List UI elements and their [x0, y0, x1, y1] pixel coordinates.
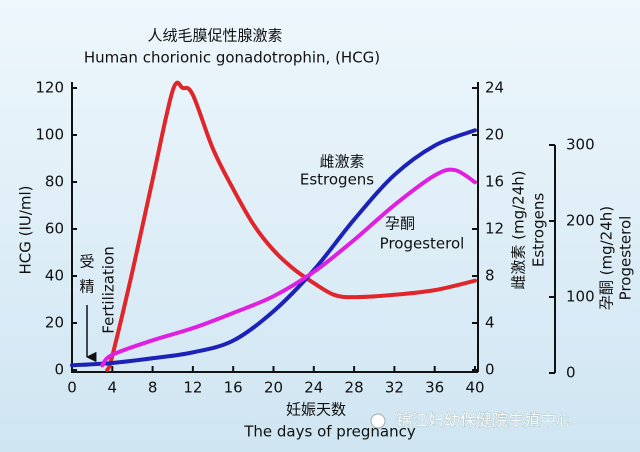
x-tick-label: 24 — [304, 379, 323, 397]
series-line — [70, 128, 477, 368]
y-tick-label: 0 — [54, 361, 64, 379]
y2-tick-label: 20 — [485, 126, 504, 144]
annotation: 受 — [79, 253, 94, 271]
y3-tick-label: 100 — [566, 288, 595, 306]
series-label: Estrogens — [300, 171, 374, 189]
x-tick-label: 12 — [183, 379, 202, 397]
y2-tick-label: 8 — [485, 267, 495, 285]
annotation: Fertilization — [100, 246, 118, 333]
y-axis-label: HCG (IU/ml) — [17, 185, 35, 274]
series-line — [105, 80, 477, 372]
y-tick-label: 60 — [45, 220, 64, 238]
series-label: Progesterol — [380, 235, 465, 253]
chart-subtitle: Human chorionic gonadotrophin, (HCG) — [84, 49, 380, 67]
series-label: 孕酮 — [385, 215, 415, 233]
y2-tick-label: 12 — [485, 220, 504, 238]
x-tick-label: 40 — [465, 379, 484, 397]
y2-tick-label: 16 — [485, 173, 504, 191]
x-tick-label: 36 — [425, 379, 444, 397]
y-tick-label: 80 — [45, 173, 64, 191]
x-tick-label: 4 — [108, 379, 118, 397]
y3-axis-label: 孕酮 (mg/24h) — [598, 206, 616, 310]
series-line — [100, 167, 477, 368]
y2-tick-label: 0 — [485, 361, 495, 379]
y3-tick-label: 300 — [566, 136, 595, 154]
y3-tick-label: 0 — [566, 364, 576, 382]
x-tick-label: 8 — [148, 379, 158, 397]
series-label: 雌激素 — [319, 153, 364, 171]
y3-tick-label: 200 — [566, 212, 595, 230]
chart-title: 人绒毛膜促性腺激素 — [147, 27, 282, 45]
y2-tick-label: 24 — [485, 79, 504, 97]
annotation: 精 — [79, 278, 94, 296]
x-tick-label: 16 — [224, 379, 243, 397]
x-tick-label: 32 — [385, 379, 404, 397]
x-axis-label: The days of pregnancy — [243, 423, 416, 441]
x-tick-label: 0 — [67, 379, 77, 397]
y-tick-label: 100 — [35, 126, 64, 144]
watermark: 锦江妇幼保健院生殖中心 — [396, 411, 572, 430]
y2-axis-label: 雌激素 (mg/24h) — [510, 170, 528, 289]
x-tick-label: 28 — [345, 379, 364, 397]
y-tick-label: 40 — [45, 267, 64, 285]
x-tick-label: 20 — [264, 379, 283, 397]
x-axis-label: 妊娠天数 — [286, 401, 346, 419]
y2-axis-label: Estrogens — [530, 193, 548, 267]
y-tick-label: 20 — [45, 314, 64, 332]
y2-tick-label: 4 — [485, 314, 495, 332]
watermark-icon — [370, 413, 386, 429]
y3-axis-label: Progesterol — [617, 216, 635, 301]
y-tick-label: 120 — [35, 79, 64, 97]
